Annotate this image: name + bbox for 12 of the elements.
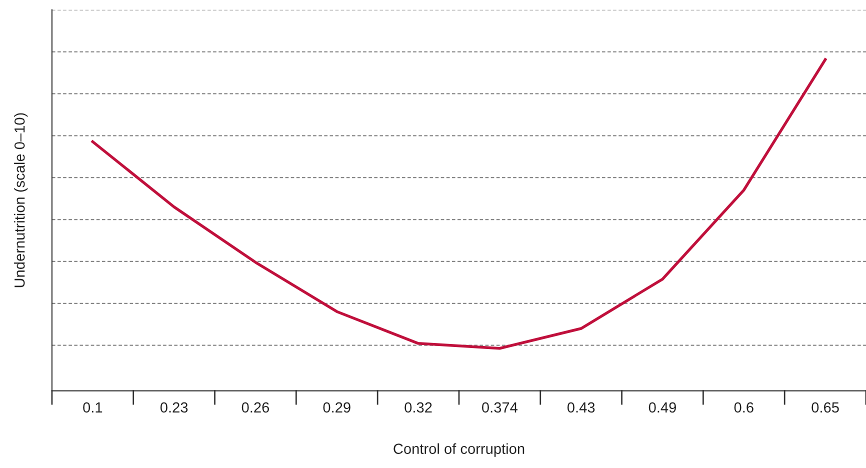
y-axis-title: Undernutrition (scale 0–10)	[14, 113, 28, 288]
x-tick-label: 0.374	[482, 402, 518, 413]
x-tick-label: 0.6	[734, 402, 754, 413]
x-tick-label: 0.29	[323, 402, 350, 413]
x-tick-label: 0.1	[83, 402, 102, 413]
x-tick-label: 0.49	[648, 402, 676, 413]
x-tick-label: 0.43	[567, 402, 595, 413]
x-tick-label: 0.65	[812, 402, 839, 413]
x-tick-label: 0.32	[404, 402, 432, 413]
x-tick-label: 0.26	[242, 402, 270, 413]
x-tick-label: 0.23	[160, 402, 188, 413]
x-axis-title: Control of corruption	[394, 443, 524, 457]
